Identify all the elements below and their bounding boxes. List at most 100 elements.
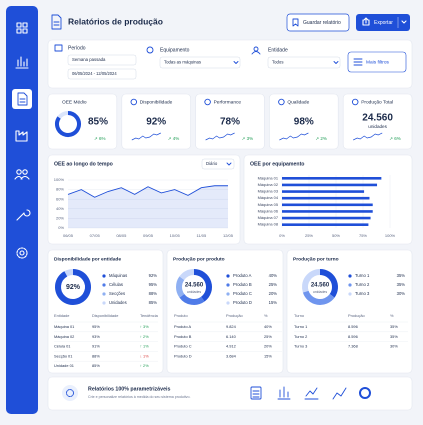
footer-gear (66, 389, 74, 397)
date-range-input[interactable] (67, 68, 137, 80)
equipment-value: Todas as máquinas (164, 60, 201, 65)
table-cell: 25% (264, 334, 272, 339)
x-tick-label: 50% (332, 233, 340, 238)
kpi-trend: 6% (394, 136, 401, 141)
sidebar (6, 6, 38, 414)
donut-arc (55, 269, 91, 305)
table-header: Entidade (54, 313, 69, 318)
more-filters-button[interactable] (347, 51, 407, 73)
period-select[interactable] (67, 54, 137, 66)
area (68, 185, 228, 228)
y-tick-label: Máquina 05 (258, 202, 278, 207)
kpi-card (121, 93, 191, 150)
table-cell: 8.596 (348, 334, 358, 339)
table-cell: 4.912 (226, 344, 236, 349)
x-tick-label: 07/05 (90, 233, 101, 238)
table-cell: Turno 2 (294, 334, 307, 339)
panel-title: Disponibilidade por entidade (54, 256, 121, 262)
legend-name: Produto C (233, 291, 252, 296)
table-cell: 8.596 (348, 324, 358, 329)
kpi-label: Qualidade (287, 99, 309, 105)
kpi-icon (204, 98, 211, 106)
table-cell: Produto A (174, 324, 191, 329)
equipment-select[interactable] (159, 56, 241, 69)
kpi-value: 92% (146, 117, 166, 128)
legend-dot (226, 301, 230, 305)
trend-arrow: ↗ (168, 136, 172, 141)
table-cell: Turno 1 (294, 324, 307, 329)
table-header: Produção (348, 313, 365, 318)
sparkline (131, 132, 161, 141)
entity-select[interactable] (267, 56, 341, 69)
footer-icons (250, 386, 371, 400)
nav-tools[interactable] (16, 209, 31, 221)
legend-dot (102, 301, 106, 305)
bar (282, 196, 370, 200)
donut-center: 92% (66, 284, 81, 291)
legend-dot (102, 274, 106, 278)
donut-segment (176, 276, 185, 298)
y-tick-label: 80% (56, 187, 64, 192)
filter-label: Período (68, 45, 86, 51)
table-cell: ↑ 2% (140, 363, 149, 368)
period-select[interactable] (201, 158, 235, 170)
export-chevron[interactable] (401, 20, 407, 24)
y-tick-label: Máquina 01 (258, 175, 278, 180)
table-cell: ↑ 2% (140, 334, 149, 339)
footer-text: Crie e personalize relatórios à medida d… (88, 395, 190, 399)
bar (282, 223, 369, 226)
kpi-card (342, 93, 413, 150)
export-button-label: Exportar (374, 20, 393, 26)
export-icon (362, 17, 370, 26)
export-button[interactable] (356, 14, 410, 31)
header-icon (51, 14, 62, 30)
page-title: Relatórios de produção (68, 16, 163, 26)
table-cell: Produto B (174, 334, 192, 339)
nav-charts[interactable] (15, 56, 29, 69)
donut-arc (55, 111, 81, 137)
bar (282, 210, 373, 213)
nav-reports[interactable] (12, 89, 32, 109)
availability-card (47, 249, 164, 374)
kpi-icon (278, 98, 285, 106)
y-tick-label: Máquina 07 (258, 215, 278, 220)
nav-dashboard[interactable] (16, 22, 28, 34)
kpi-trend: 4% (173, 136, 180, 141)
chevron (226, 162, 232, 166)
table-cell: ↑ 1% (140, 344, 149, 349)
legend-name: Células (109, 282, 123, 287)
legend-value: 35% (397, 273, 406, 278)
y-tick-label: 100% (54, 177, 65, 182)
kpi-label: Performance (214, 99, 242, 105)
legend-dot (102, 283, 106, 287)
table-cell: ↑ 3% (140, 324, 149, 329)
entity-icon (251, 51, 261, 55)
y-tick-label: 60% (56, 196, 64, 201)
kpi-icon (351, 98, 359, 106)
nav-users[interactable] (14, 169, 30, 180)
table-cell: 35% (390, 324, 398, 329)
legend-value: 20% (269, 291, 278, 296)
legend-value: 15% (269, 300, 278, 305)
legend-name: Produto D (233, 300, 252, 305)
nav-factory[interactable] (15, 130, 28, 142)
x-tick-label: 09/05 (143, 233, 154, 238)
bar (282, 190, 365, 193)
sparkline (353, 132, 383, 141)
chevron (333, 61, 339, 64)
bar (282, 203, 373, 207)
legend-value: 92% (149, 273, 158, 278)
panel-title: Produção por produto (173, 256, 225, 262)
nav-settings[interactable] (16, 247, 28, 259)
donut-segment (319, 269, 338, 298)
production_product-card (166, 249, 284, 374)
save-button-label: Guardar relatório (303, 20, 341, 26)
save-button[interactable] (286, 13, 350, 32)
table-cell: 9.824 (226, 324, 237, 329)
x-tick-label: 75% (359, 233, 367, 238)
line (67, 185, 228, 198)
filters-icon (353, 58, 363, 66)
legend-dot (226, 283, 230, 287)
table-header: Produto (174, 313, 188, 318)
kpi-trend: 3% (247, 136, 254, 141)
